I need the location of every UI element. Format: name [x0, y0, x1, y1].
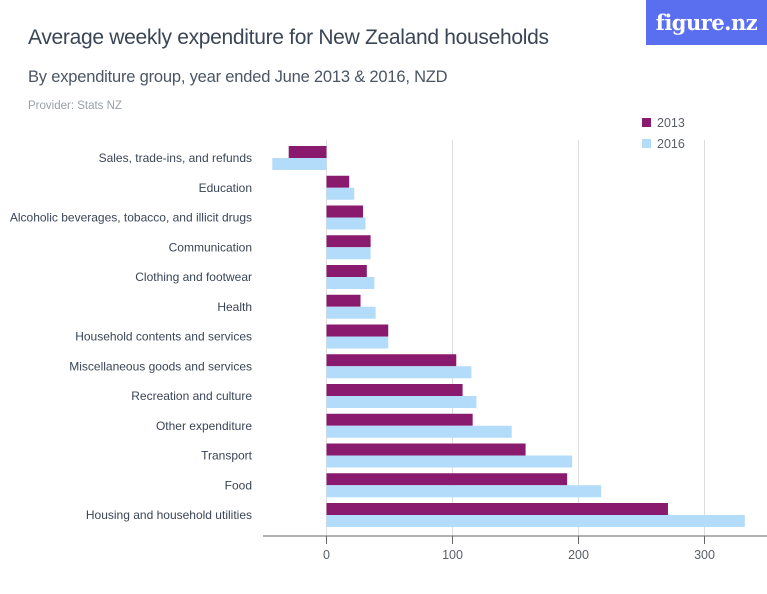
tick-label: 300 [694, 548, 715, 562]
category-label: Education [199, 181, 252, 195]
provider-label: Provider: Stats NZ [28, 100, 122, 112]
bar-2016 [326, 396, 477, 408]
figure-nz-logo[interactable]: figure.nz [646, 0, 767, 45]
bar-2013 [326, 473, 568, 486]
bar-2016 [326, 485, 602, 498]
gridlines [326, 140, 705, 536]
bar-2013 [326, 294, 361, 307]
bar-2016 [326, 515, 745, 527]
legend-swatch-2016 [642, 139, 651, 148]
legend: 2013 2016 [642, 116, 685, 151]
category-label: Communication [169, 240, 252, 254]
bar-2016 [326, 336, 389, 349]
category-label: Health [217, 300, 252, 314]
category-label: Recreation and culture [131, 389, 252, 403]
category-label: Transport [201, 449, 253, 463]
category-label: Sales, trade-ins, and refunds [99, 151, 252, 165]
bar-2013 [326, 205, 364, 218]
bar-2016 [326, 277, 375, 289]
category-label: Housing and household utilities [86, 508, 252, 522]
bar-2016 [326, 366, 472, 379]
legend-label-2013: 2013 [657, 116, 685, 130]
x-axis: 0 100 200 300 [263, 535, 767, 562]
chart-subtitle: By expenditure group, year ended June 20… [28, 68, 448, 86]
bar-2013 [326, 443, 526, 456]
bar-2013 [326, 324, 389, 337]
legend-label-2016: 2016 [657, 137, 685, 151]
bar-2016 [326, 217, 366, 230]
tick-label: 100 [442, 548, 463, 562]
category-label: Alcoholic beverages, tobacco, and illici… [10, 211, 252, 225]
bar-2013 [288, 146, 327, 158]
bar-2013 [326, 354, 457, 367]
legend-swatch-2013 [642, 118, 651, 127]
bar-2013 [326, 384, 463, 396]
category-label: Food [225, 478, 252, 492]
bar-2016 [326, 306, 376, 319]
bar-2013 [326, 265, 367, 277]
tick-label: 200 [568, 548, 589, 562]
bar-2013 [326, 503, 668, 515]
category-label: Miscellaneous goods and services [69, 359, 252, 373]
category-labels: Sales, trade-ins, and refunds Education Al… [10, 151, 253, 522]
chart-title: Average weekly expenditure for New Zeala… [28, 26, 549, 49]
bar-2016 [326, 455, 573, 468]
bar-2016 [272, 158, 327, 170]
tick-label: 0 [323, 548, 330, 562]
bars [272, 146, 745, 527]
category-label: Other expenditure [156, 419, 252, 433]
bar-2013 [326, 413, 473, 426]
bar-2016 [326, 247, 371, 260]
bar-2016 [326, 425, 512, 438]
category-label: Clothing and footwear [135, 270, 252, 284]
bar-2013 [326, 235, 371, 248]
bar-2013 [326, 175, 350, 188]
category-label: Household contents and services [75, 330, 252, 344]
bar-2016 [326, 187, 355, 200]
